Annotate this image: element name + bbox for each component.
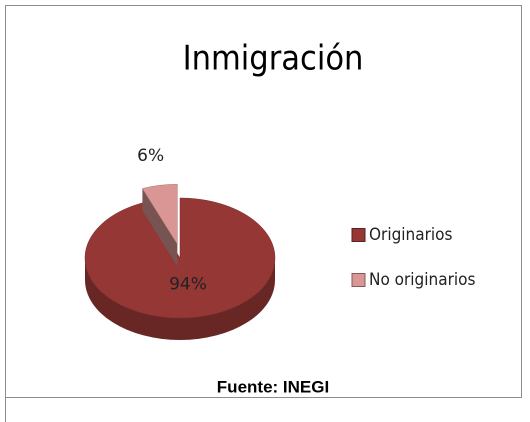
chart-frame bbox=[5, 5, 522, 398]
legend-label: No originarios bbox=[369, 270, 475, 290]
slice-side bbox=[142, 188, 178, 267]
legend-swatch bbox=[351, 273, 366, 287]
legend-label: Originarios bbox=[369, 225, 452, 245]
data-label: 6% bbox=[137, 146, 164, 166]
legend-swatch bbox=[351, 228, 366, 242]
chart-title: Inmigración bbox=[183, 39, 364, 79]
pie-slice bbox=[84, 197, 276, 319]
source-note: Fuente: INEGI bbox=[217, 377, 329, 396]
data-label: 94% bbox=[169, 275, 207, 295]
slice-side bbox=[85, 258, 275, 340]
pie-slice bbox=[142, 183, 178, 246]
